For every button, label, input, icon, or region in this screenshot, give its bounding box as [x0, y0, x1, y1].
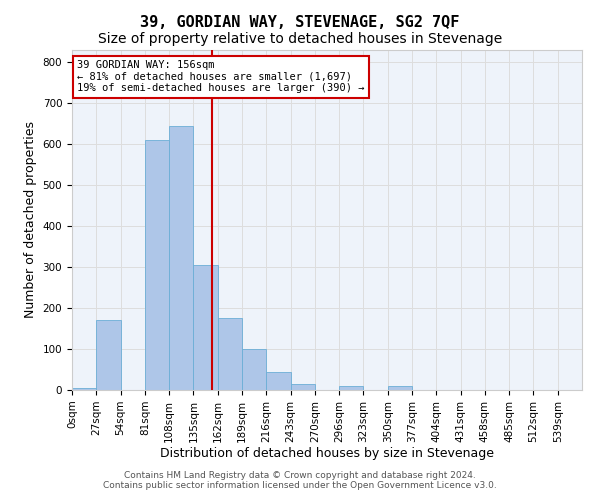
Text: 39, GORDIAN WAY, STEVENAGE, SG2 7QF: 39, GORDIAN WAY, STEVENAGE, SG2 7QF	[140, 15, 460, 30]
Bar	[145, 140, 169, 390]
Bar	[266, 372, 290, 390]
Text: Size of property relative to detached houses in Stevenage: Size of property relative to detached ho…	[98, 32, 502, 46]
Bar	[218, 318, 242, 390]
Bar	[290, 384, 315, 390]
Bar	[193, 265, 218, 390]
X-axis label: Distribution of detached houses by size in Stevenage: Distribution of detached houses by size …	[160, 448, 494, 460]
Y-axis label: Number of detached properties: Number of detached properties	[24, 122, 37, 318]
Bar	[242, 349, 266, 390]
Bar	[96, 320, 121, 390]
Bar	[339, 386, 364, 390]
Bar	[388, 386, 412, 390]
Text: Contains HM Land Registry data © Crown copyright and database right 2024.
Contai: Contains HM Land Registry data © Crown c…	[103, 470, 497, 490]
Bar	[169, 126, 193, 390]
Bar	[72, 388, 96, 390]
Text: 39 GORDIAN WAY: 156sqm
← 81% of detached houses are smaller (1,697)
19% of semi-: 39 GORDIAN WAY: 156sqm ← 81% of detached…	[77, 60, 365, 94]
